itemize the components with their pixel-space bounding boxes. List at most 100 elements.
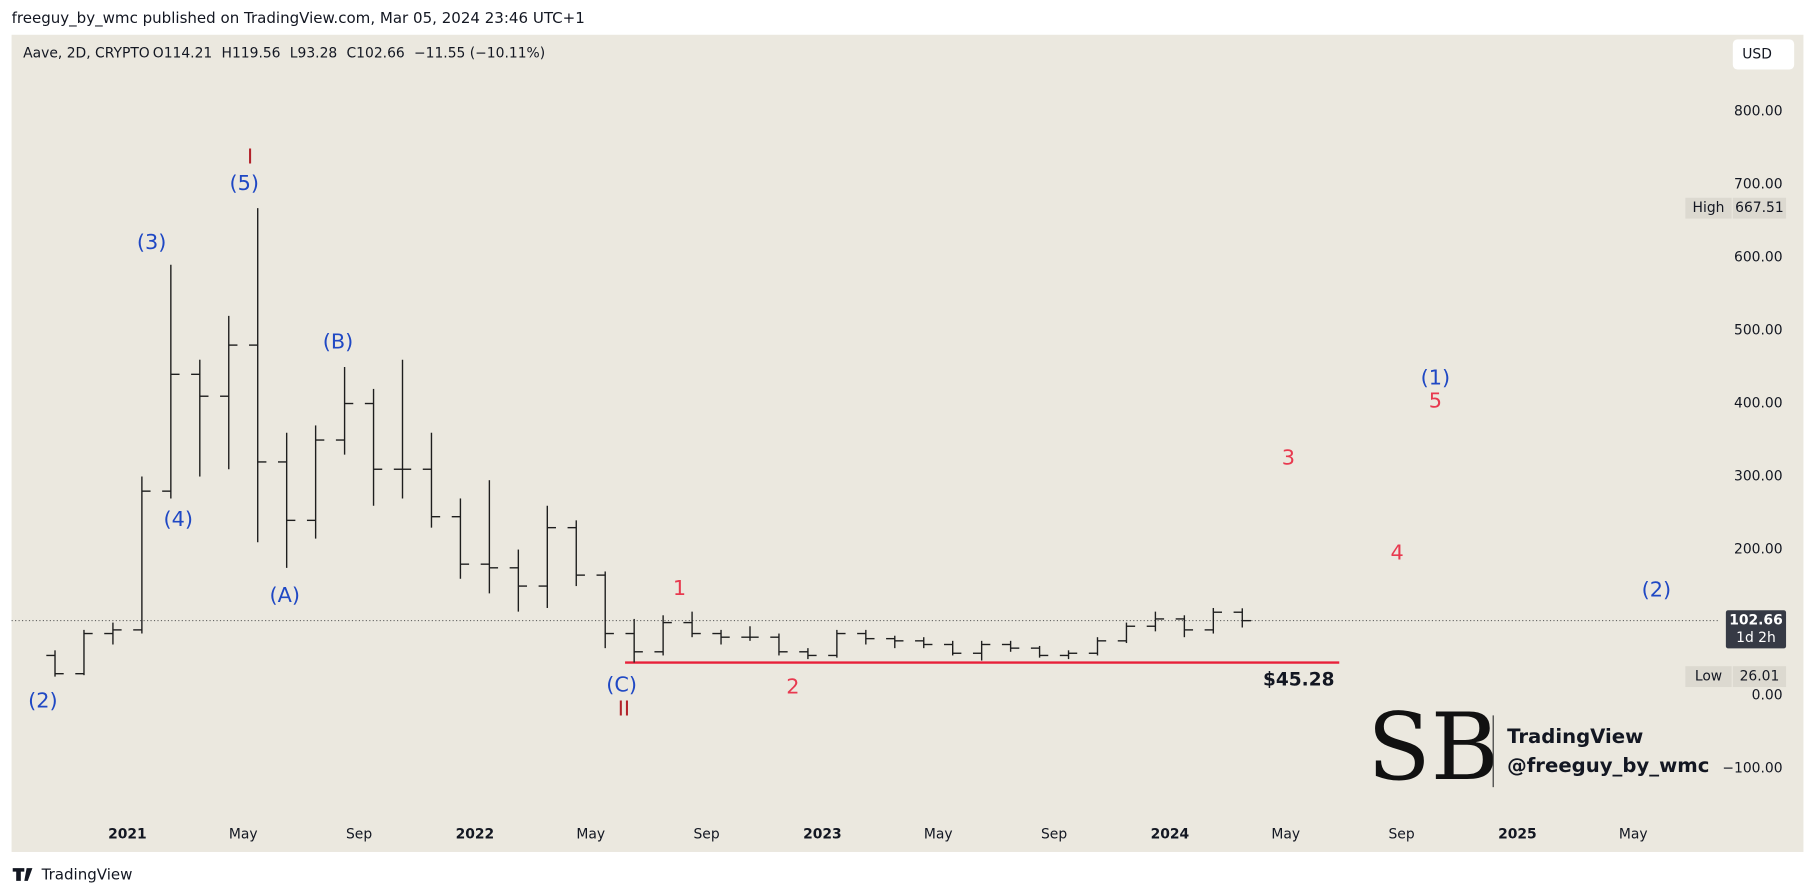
ohlc-bar: [306, 425, 325, 539]
ohlc-bar: [567, 520, 585, 587]
y-tick-label: 500.00: [1734, 323, 1783, 339]
wave-label: 3: [1282, 445, 1295, 469]
y-tick-label: 0.00: [1752, 688, 1783, 704]
ohlc-bar: [886, 635, 904, 649]
ohlc-bar: [104, 622, 122, 645]
ohlc-bar: [422, 432, 441, 528]
x-tick-label: 2022: [456, 827, 495, 843]
legend-item: C102.66: [346, 45, 404, 61]
ohlc-bar: [1088, 637, 1107, 656]
watermark-title: TradingView: [1507, 725, 1643, 748]
wave-label: (2): [28, 688, 58, 712]
x-tick-label: 2021: [108, 827, 147, 843]
last-price-label: 102.66: [1729, 613, 1783, 629]
currency-button[interactable]: [1732, 39, 1795, 70]
ohlc-bar: [857, 629, 875, 645]
currency-label[interactable]: USD: [1742, 46, 1772, 62]
wave-label: II: [618, 697, 630, 721]
x-tick-label: 2024: [1151, 827, 1190, 843]
ohlc-bar: [1204, 607, 1223, 634]
high-value: 667.51: [1735, 200, 1784, 216]
ohlc-bar: [277, 432, 296, 568]
ohlc-bar: [1233, 608, 1251, 628]
watermark-handle: @freeguy_by_wmc: [1507, 754, 1709, 777]
ohlc-bar: [191, 359, 209, 477]
footer-brand: TradingView: [41, 866, 133, 884]
ohlc-bar: [1175, 615, 1194, 638]
ohlc-bar: [1146, 611, 1165, 632]
y-tick-label: 700.00: [1734, 176, 1783, 192]
publish-header: freeguy_by_wmc published on TradingView.…: [12, 9, 585, 28]
y-tick-label: 800.00: [1734, 103, 1783, 119]
legend-item: O114.21: [153, 45, 212, 61]
ohlc-bar: [741, 626, 759, 641]
wave-label: (A): [270, 583, 301, 607]
ohlc-bar: [451, 498, 470, 579]
ohlc-bar: [538, 505, 556, 608]
ohlc-bar: [1117, 622, 1136, 644]
ohlc-bar: [509, 549, 528, 612]
ohlc-bar: [944, 640, 962, 656]
chart-panel: [11, 34, 1804, 852]
legend-item: L93.28: [290, 45, 337, 61]
support-label: $45.28: [1263, 669, 1334, 690]
x-tick-label: 2023: [803, 827, 842, 843]
x-tick-label: May: [924, 827, 953, 843]
low-value: 26.01: [1740, 669, 1780, 685]
x-tick-label: May: [229, 827, 258, 843]
ohlc-bar: [480, 480, 499, 594]
wave-label: 4: [1391, 540, 1404, 564]
y-tick-label: 200.00: [1734, 542, 1783, 558]
ohlc-bar: [770, 633, 788, 656]
legend-item: −11.55 (−10.11%): [414, 45, 545, 61]
wave-label: (2): [1642, 577, 1672, 601]
ohlc-bar: [828, 629, 846, 658]
plot-area: −100.000.00100.00200.00300.00400.00500.0…: [11, 103, 1787, 843]
y-tick-label: 600.00: [1734, 249, 1783, 265]
ohlc-bar: [1030, 645, 1049, 658]
low-value-box: [1732, 666, 1787, 688]
wave-label: (3): [137, 230, 167, 254]
x-tick-label: Sep: [1041, 827, 1067, 843]
watermark-logo: SB: [1367, 693, 1498, 801]
x-tick-label: May: [1271, 827, 1300, 843]
x-tick-label: 2025: [1498, 827, 1537, 843]
wave-label: (4): [164, 507, 194, 531]
ohlc-bar: [915, 637, 933, 649]
last-price-box: [1725, 610, 1787, 649]
wave-label: (5): [229, 171, 259, 195]
footer-logo: [12, 868, 33, 881]
ohlc-bar: [249, 208, 267, 543]
ohlc-bar: [46, 650, 64, 677]
wave-label: (1): [1421, 366, 1451, 390]
ohlc-legend: O114.21 H119.56 L93.28 C102.66 −11.55 (−10.1…: [153, 45, 545, 61]
ohlc-bar: [335, 367, 354, 455]
ohlc-bar: [625, 618, 643, 663]
x-tick-label: May: [576, 827, 605, 843]
ohlc-bar: [133, 476, 151, 634]
wave-label: 5: [1429, 389, 1442, 413]
x-tick-label: May: [1619, 827, 1648, 843]
wave-label: (C): [606, 672, 637, 696]
ohlc-bar: [712, 629, 730, 645]
low-label: Low: [1695, 669, 1722, 685]
ohlc-bar: [654, 615, 672, 656]
wave-label: 2: [786, 675, 799, 699]
ohlc-bar: [799, 648, 817, 660]
x-tick-label: Sep: [346, 827, 372, 843]
symbol-label: Aave, 2D, CRYPTO: [23, 45, 150, 61]
ohlc-bar: [220, 315, 238, 470]
countdown-label: 1d 2h: [1736, 630, 1776, 646]
ohlc-bar: [972, 640, 991, 661]
ohlc-bar: [596, 571, 614, 649]
y-tick-label: 400.00: [1734, 396, 1783, 412]
x-tick-label: Sep: [1388, 827, 1414, 843]
wave-label: I: [247, 144, 253, 168]
watermark: SB TradingView @freeguy_by_wmc: [1367, 693, 1709, 801]
high-value-box: [1732, 197, 1787, 219]
legend-item: H119.56: [222, 45, 281, 61]
ohlc-bar: [1059, 650, 1078, 660]
y-tick-label: 300.00: [1734, 469, 1783, 485]
ohlc-bar: [683, 611, 701, 638]
